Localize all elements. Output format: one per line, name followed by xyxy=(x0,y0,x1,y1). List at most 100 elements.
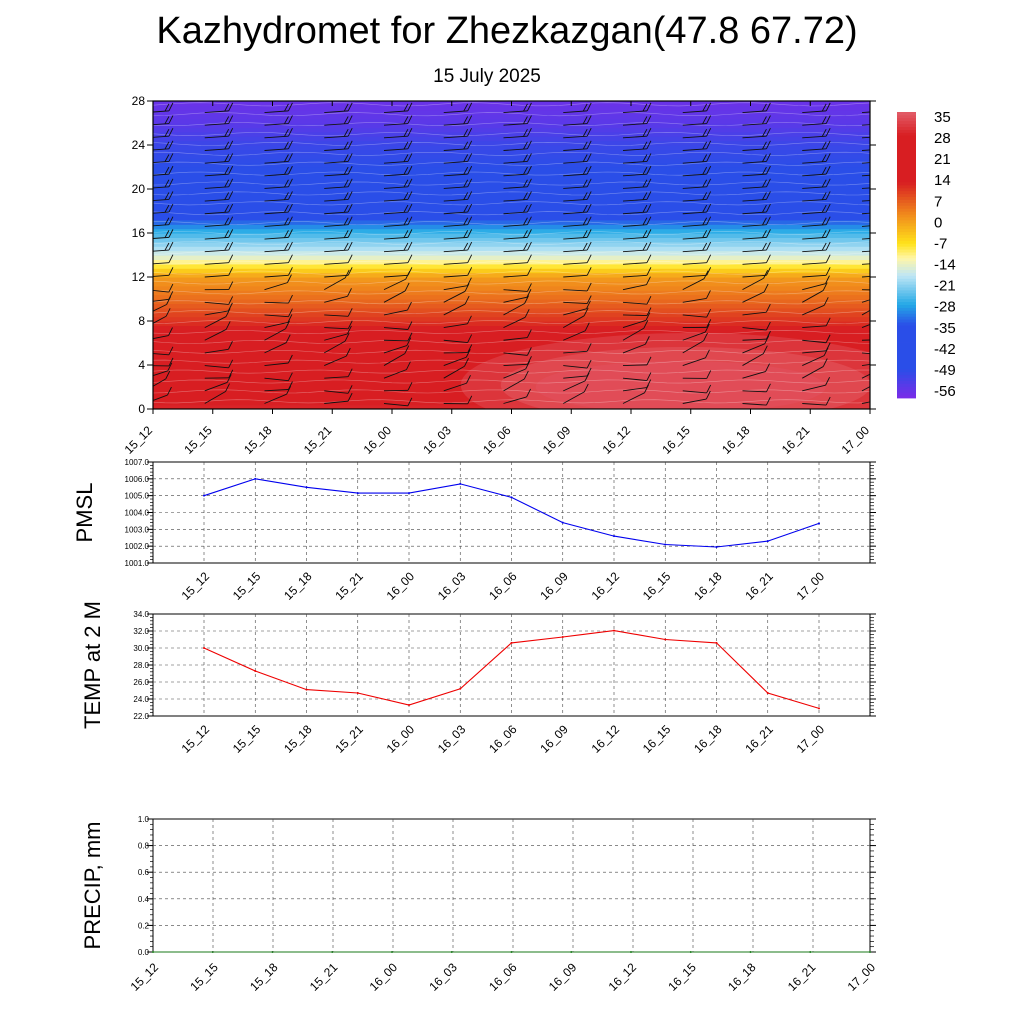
wind-barb-flag xyxy=(527,178,532,187)
wind-barb-flag xyxy=(702,166,708,175)
wind-barb-flag xyxy=(821,128,827,137)
wind-barb xyxy=(383,274,408,278)
colorbar-swatch xyxy=(897,147,916,151)
wind-barb-flag xyxy=(586,191,592,200)
wind-barb-flag xyxy=(523,179,528,188)
wind-barb-flag xyxy=(347,140,353,150)
contour-line xyxy=(153,231,870,235)
wind-barb-flag xyxy=(702,128,708,137)
wind-barb-flag xyxy=(886,255,890,263)
y-tick-label: 1001.0 xyxy=(125,559,150,568)
contour-lines xyxy=(153,102,870,404)
wind-barb-flag xyxy=(343,242,349,251)
wind-barb xyxy=(861,162,870,164)
data-point xyxy=(818,707,820,710)
wind-barb xyxy=(861,289,870,291)
x-tick-label: 15_12 xyxy=(179,722,213,756)
colorbar-swatch xyxy=(897,144,916,148)
wind-barb-flag xyxy=(403,128,409,137)
temperature-band xyxy=(153,180,870,186)
wind-barb-flag xyxy=(825,203,831,213)
colorbar-swatch xyxy=(897,149,916,154)
wind-barb-flag xyxy=(766,330,771,340)
wind-barb-flag xyxy=(821,154,827,162)
wind-barb-flag xyxy=(762,141,767,150)
colorbar-swatch xyxy=(897,272,916,276)
wind-barb-flag xyxy=(343,166,349,175)
x-tick-label: 16_09 xyxy=(537,722,571,756)
wind-barb-flag xyxy=(228,302,233,312)
wind-barb-flag xyxy=(582,192,588,200)
wind-barb-flag xyxy=(582,166,588,175)
colorbar-swatch xyxy=(897,260,916,265)
contour-line xyxy=(153,141,870,146)
wind-barb xyxy=(742,390,767,393)
colorbar-swatch xyxy=(897,240,916,244)
wind-barb-flag xyxy=(168,346,174,356)
wind-barb-flag xyxy=(702,217,708,226)
data-point xyxy=(408,703,410,706)
wind-barb-flag xyxy=(463,116,469,125)
wind-barb-flag xyxy=(288,115,293,124)
wind-barb-flag xyxy=(467,216,473,225)
data-point xyxy=(664,543,667,546)
wind-barb xyxy=(802,262,827,265)
wind-barb-flag xyxy=(224,204,230,213)
wind-barb-flag xyxy=(706,191,712,200)
temperature-band xyxy=(153,237,870,243)
wind-barb-flag xyxy=(825,275,830,284)
wind-barb xyxy=(802,274,827,278)
temperature-band xyxy=(153,259,870,265)
colorbar-label: -7 xyxy=(934,235,947,252)
wind-barb-flag xyxy=(766,165,771,175)
wind-barb xyxy=(802,325,827,329)
wind-barb xyxy=(264,377,289,382)
wind-barb-flag xyxy=(228,281,234,290)
colorbar-swatch xyxy=(897,292,916,297)
colorbar-swatch xyxy=(897,141,916,145)
contour-line xyxy=(153,270,870,275)
wind-barb-flag xyxy=(706,178,712,187)
wind-barb-flag xyxy=(288,381,293,390)
wind-barb-flag xyxy=(527,102,532,112)
wind-barb-flag xyxy=(284,230,289,238)
wind-barb-flag xyxy=(586,241,592,251)
wind-barb-flag xyxy=(582,103,588,112)
wind-barb xyxy=(563,350,588,354)
wind-barb-flag xyxy=(224,166,230,175)
data-point xyxy=(391,951,393,953)
colorbar-swatch xyxy=(897,298,916,303)
wind-barb-flag xyxy=(463,217,469,226)
x-tick-label: 15_21 xyxy=(307,960,341,994)
y-tick-label: 12 xyxy=(132,270,146,284)
temperature-band xyxy=(153,193,870,199)
y-tick-label: 0.6 xyxy=(138,868,150,877)
wind-barb-flag xyxy=(287,354,293,364)
wind-barb xyxy=(264,389,289,392)
wind-barb-flag xyxy=(762,128,767,137)
colorbar-swatch xyxy=(897,234,916,238)
wind-barb-flag xyxy=(403,103,409,112)
wind-barb-flag xyxy=(465,349,471,358)
wind-barb-flag xyxy=(821,179,827,188)
wind-barb-flag xyxy=(763,270,769,279)
wind-barb-flag xyxy=(706,384,712,394)
colorbar-swatch xyxy=(897,228,916,233)
x-tick-label: 16_00 xyxy=(384,722,418,756)
wind-barb-flag xyxy=(525,360,531,370)
x-tick-label: 16_21 xyxy=(742,569,776,603)
x-tick-label: 15_18 xyxy=(241,423,275,457)
wind-barb-flag xyxy=(523,154,528,162)
wind-barb-flag xyxy=(164,230,170,238)
wind-barb-flag xyxy=(706,267,712,276)
wind-barb-flag xyxy=(287,314,293,323)
wind-barb-flag xyxy=(825,178,831,187)
wind-barb-flag xyxy=(886,282,890,290)
wind-barb-flag xyxy=(467,344,473,353)
y-tick-label: 1006.0 xyxy=(125,475,150,484)
wind-barb xyxy=(861,309,870,316)
wind-barb xyxy=(802,403,827,406)
wind-barb-flag xyxy=(347,254,353,263)
colorbar-label: 14 xyxy=(934,172,951,189)
y-tick-label: 0.8 xyxy=(138,842,150,851)
